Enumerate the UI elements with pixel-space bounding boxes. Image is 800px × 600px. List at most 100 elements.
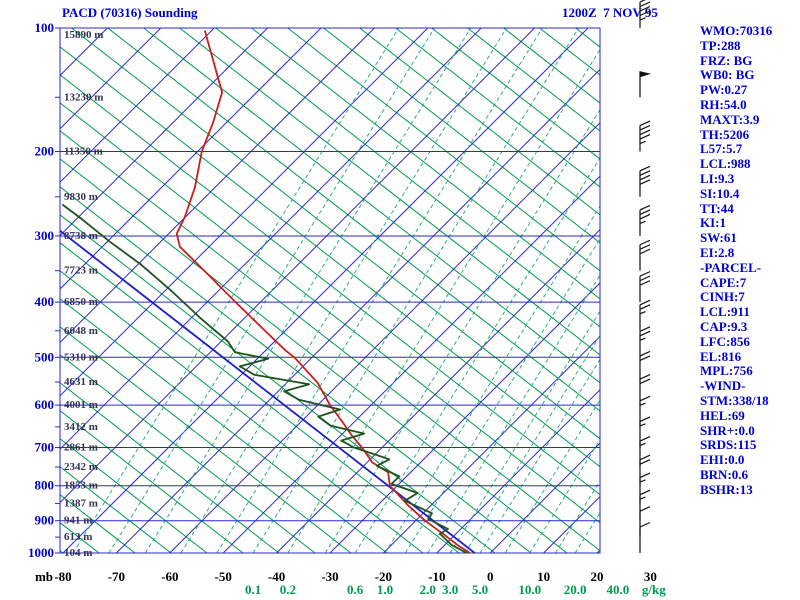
height-label: 15890 m xyxy=(64,29,103,41)
skew-diagonal-line xyxy=(383,335,600,553)
mixing-ratio-label: 2.0 xyxy=(420,582,436,597)
dry-adiabat-line xyxy=(71,28,600,440)
wind-barb xyxy=(639,521,651,553)
height-label: 2861 m xyxy=(64,441,98,453)
stat-line: BRN:0.6 xyxy=(700,466,749,482)
pressure-label: 400 xyxy=(35,294,55,309)
mixing-ratio-unit-label: g/kg xyxy=(642,582,666,597)
skew-diagonal-line xyxy=(60,28,268,237)
parcel-line xyxy=(60,229,476,553)
skew-diagonal-line xyxy=(489,442,600,553)
stat-line: EHI:0.0 xyxy=(700,452,745,468)
dry-adiabat-line xyxy=(60,382,280,553)
stat-line: CINH:7 xyxy=(700,289,745,305)
dry-adiabat-line xyxy=(467,28,600,132)
temperature-profile xyxy=(175,30,471,553)
mixing-ratio-label: 20.0 xyxy=(564,582,587,597)
stat-line: WB0: BG xyxy=(700,67,755,83)
stat-line: -PARCEL- xyxy=(700,259,762,275)
pressure-label: 200 xyxy=(35,144,55,159)
mixing-ratio-label: 1.0 xyxy=(377,582,393,597)
stat-line: LI:9.3 xyxy=(700,170,735,186)
wind-barb xyxy=(639,165,651,197)
dry-adiabat-line xyxy=(323,28,600,244)
height-label: 941 m xyxy=(64,515,92,527)
stat-line: MPL:756 xyxy=(700,363,753,379)
skew-diagonal-line xyxy=(329,282,600,553)
skew-diagonal-line xyxy=(0,28,54,553)
stat-line: CAPE:7 xyxy=(700,274,747,290)
temp-axis-label: -50 xyxy=(215,569,232,584)
height-label: 6850 m xyxy=(64,296,98,308)
wind-barb xyxy=(639,0,651,28)
wind-barb xyxy=(639,239,651,271)
wind-barb xyxy=(639,350,651,382)
pressure-label: 300 xyxy=(35,228,55,243)
sounding-datetime: 1200Z 7 NOV 95 xyxy=(562,5,658,20)
dry-adiabat-line xyxy=(60,550,64,553)
wind-barb xyxy=(639,120,651,152)
stat-line: TT:44 xyxy=(700,200,734,216)
dry-adiabat-line xyxy=(60,494,136,553)
height-label: 613 m xyxy=(64,531,92,543)
mixing-ratio-line xyxy=(404,238,600,553)
mixing-ratio-line xyxy=(108,28,435,553)
dry-adiabat-line xyxy=(395,28,600,188)
stat-line: LCL:911 xyxy=(700,304,750,320)
height-label: 6048 m xyxy=(64,325,98,337)
mixing-ratio-line xyxy=(287,48,600,553)
temp-axis-label: -70 xyxy=(108,569,125,584)
wind-barb xyxy=(639,71,651,98)
skew-diagonal-line xyxy=(436,389,600,553)
height-label: 2342 m xyxy=(64,461,98,473)
temp-axis-label: -20 xyxy=(375,569,392,584)
dry-adiabat-line xyxy=(60,298,388,553)
pressure-label: 500 xyxy=(35,349,55,364)
mixing-ratio-line xyxy=(144,28,472,553)
dry-adiabat-line xyxy=(60,214,496,553)
wind-barb xyxy=(639,204,651,236)
profiles xyxy=(60,30,476,553)
mixing-ratio-line xyxy=(354,157,600,553)
stat-line: CAP:9.3 xyxy=(700,318,748,334)
stat-line: TP:288 xyxy=(700,37,741,53)
mixing-ratio-line xyxy=(384,205,600,553)
temp-axis-label: 30 xyxy=(644,569,657,584)
stat-line: KI:1 xyxy=(700,215,726,231)
background-grid xyxy=(0,28,600,553)
wind-barb xyxy=(639,299,651,331)
temp-axis-label: -60 xyxy=(161,569,178,584)
skew-diagonal-line xyxy=(60,28,108,77)
dry-adiabat-line xyxy=(60,102,600,524)
dry-adiabat-line xyxy=(60,130,600,552)
pressure-label: 900 xyxy=(35,513,55,528)
dry-adiabat-line xyxy=(60,242,460,553)
skew-diagonal-line xyxy=(169,122,600,553)
dry-adiabat-line xyxy=(60,326,352,553)
temp-axis-label: 10 xyxy=(537,569,550,584)
height-label: 1387 m xyxy=(64,498,98,510)
stat-line: SW:61 xyxy=(700,230,737,246)
temp-axis-label: -10 xyxy=(428,569,445,584)
mixing-ratio-label: 0.6 xyxy=(347,582,364,597)
height-label: 104 m xyxy=(64,547,92,559)
pressure-label: 800 xyxy=(35,478,55,493)
height-label: 4631 m xyxy=(64,376,98,388)
pressure-label: 700 xyxy=(35,439,55,454)
pressure-label: 100 xyxy=(35,20,55,35)
skew-diagonal-line xyxy=(60,28,162,130)
skew-diagonal-line xyxy=(60,28,215,183)
skew-diagonal-line xyxy=(60,28,429,397)
skew-diagonal-line xyxy=(60,28,375,344)
dry-adiabat-line xyxy=(359,28,600,216)
wind-barb xyxy=(639,395,651,427)
wind-barb xyxy=(639,271,651,303)
stat-line: MAXT:3.9 xyxy=(700,111,760,127)
dry-adiabat-line xyxy=(60,354,316,553)
stat-line: L57:5.7 xyxy=(700,141,743,157)
temp-axis-label: 20 xyxy=(591,569,604,584)
height-label: 1853 m xyxy=(64,480,98,492)
stat-line: LCL:988 xyxy=(700,156,751,172)
